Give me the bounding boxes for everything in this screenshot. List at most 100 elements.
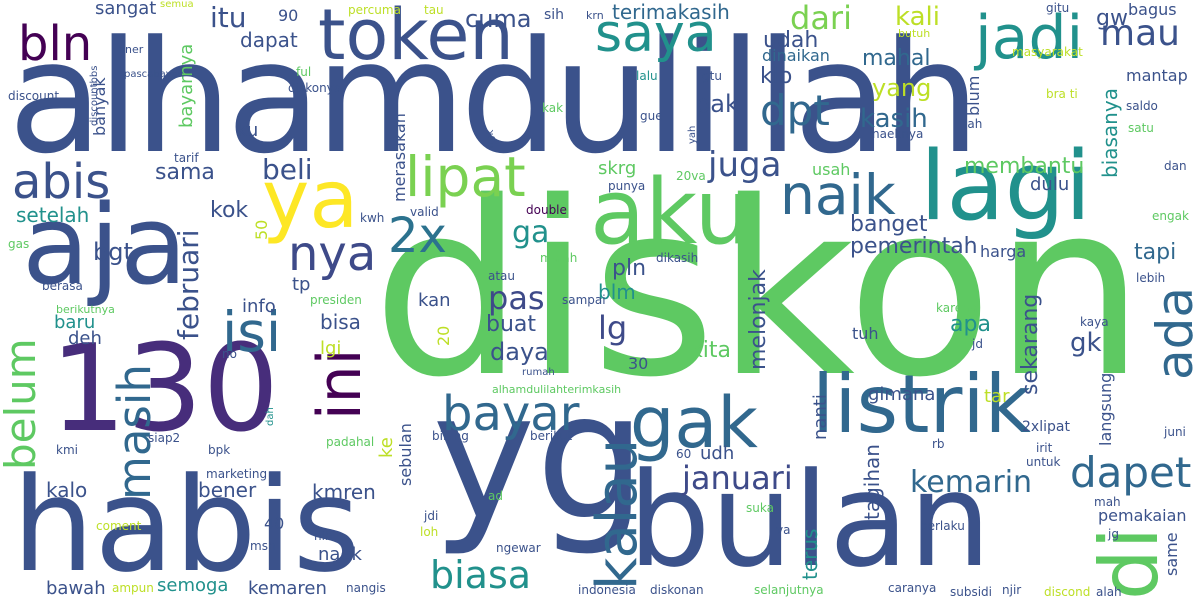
- word-presiden: presiden: [310, 293, 362, 307]
- word-juni: juni: [1164, 425, 1186, 439]
- word-semoga: semoga: [157, 575, 229, 596]
- word-selanjutnya: selanjutnya: [754, 583, 824, 597]
- word-kwh: kwh: [360, 211, 385, 225]
- word-mau: mau: [1100, 13, 1180, 54]
- word-setelah: setelah: [16, 203, 90, 227]
- word-merasakan: merasakan: [390, 113, 409, 202]
- word-juga: juga: [708, 145, 782, 185]
- word-sebulan: sebulan: [396, 423, 415, 486]
- word-habis: habis: [12, 449, 361, 600]
- word-melonjak: melonjak: [746, 269, 771, 370]
- word-bagus: bagus: [1128, 0, 1177, 19]
- word-suka: suka: [746, 501, 774, 515]
- word-malah: malah: [540, 251, 578, 265]
- word-skrg: skrg: [598, 158, 637, 179]
- word-kmren: kmren: [312, 480, 376, 504]
- word-tau: tau: [424, 3, 444, 17]
- word-padahal: padahal: [326, 435, 375, 449]
- word-gas: gas: [8, 237, 30, 251]
- word-naek: naek: [318, 544, 362, 565]
- word-pemakaian: pemakaian: [1098, 506, 1187, 525]
- word-yang: yang: [872, 74, 932, 102]
- word-sekarang: sekarang: [1018, 293, 1043, 395]
- word-semua: semua: [160, 0, 194, 10]
- word-bawah: bawah: [46, 578, 106, 599]
- word-rb: rb: [932, 437, 945, 451]
- word-double: double: [526, 203, 567, 217]
- word-pascabayar: pascabayar: [124, 69, 182, 80]
- word-90: 90: [278, 6, 299, 25]
- word-biasanya: biasanya: [1098, 88, 1122, 178]
- word-ya: ya: [262, 153, 359, 246]
- word-ke: ke: [376, 437, 397, 458]
- word-januari: januari: [682, 459, 793, 497]
- word-dpt: dpt: [760, 86, 830, 135]
- word-20: 20: [434, 325, 453, 346]
- word-ad: ad: [488, 489, 503, 503]
- word-60: 60: [676, 447, 692, 461]
- word-kalau: kalau: [585, 438, 650, 590]
- word-cuma: cuma: [465, 5, 532, 33]
- word-msh: msh: [250, 539, 276, 553]
- word-masyarakat: masyarakat: [1012, 45, 1083, 59]
- word-pemerintah: pemerintah: [850, 234, 978, 259]
- word-beli: beli: [262, 153, 313, 186]
- word-gtu: gtu: [702, 69, 722, 83]
- word-mahal: mahal: [862, 46, 931, 71]
- word-kita: kita: [690, 338, 731, 363]
- word-irit: irit: [1036, 441, 1053, 455]
- word-saldo: saldo: [1126, 99, 1158, 113]
- word-langsung: langsung: [1096, 372, 1115, 446]
- word-50: 50: [252, 219, 271, 240]
- word-tarif: tarif: [174, 151, 199, 165]
- word-gw: gw: [1096, 6, 1128, 31]
- word-130: 130: [50, 320, 280, 459]
- word-2xlipat: 2xlipat: [1022, 419, 1070, 435]
- word-blm: blm: [598, 280, 636, 304]
- word-nanti: nanti: [810, 394, 831, 440]
- word-deh: deh: [68, 328, 102, 349]
- word-loh: loh: [420, 525, 439, 539]
- word-gk: gk: [1070, 328, 1102, 358]
- word-kaya: kaya: [1080, 315, 1109, 329]
- word-ini: ini: [305, 348, 375, 420]
- word-gue: gue: [640, 109, 663, 123]
- word-lipat: lipat: [405, 145, 526, 209]
- word-listrik: listrik: [812, 358, 1031, 451]
- word-indonesia: indonesia: [578, 583, 636, 597]
- word-percuma: percuma: [348, 3, 401, 17]
- word-kasih: kasih: [860, 104, 928, 134]
- word-karena: karena: [936, 301, 978, 315]
- word-gimana: gimana: [868, 384, 936, 405]
- word-apa: apa: [950, 312, 991, 337]
- word-tuh: tuh: [852, 324, 879, 343]
- word-nya: nya: [288, 226, 377, 282]
- word-jdi: jdi: [424, 509, 439, 523]
- word-jg: jg: [1108, 527, 1119, 541]
- word-sangat: sangat: [95, 0, 157, 19]
- word-caranya: caranya: [888, 581, 937, 595]
- word-tapi: tapi: [1134, 240, 1177, 265]
- word-alhamdulillah: alhamdulillah: [8, 7, 980, 188]
- word-diskonan: diskonan: [650, 583, 704, 597]
- word-mantap: mantap: [1126, 66, 1188, 85]
- word-udah: udah: [763, 28, 819, 53]
- word-discount: discount: [8, 89, 60, 103]
- word-krn: krn: [586, 9, 604, 22]
- word-bayar: bayar: [442, 386, 580, 442]
- word-berlaku: berlaku: [920, 519, 965, 533]
- word-token: token: [318, 0, 514, 76]
- word-diskonya: diskonya: [288, 81, 342, 95]
- word-va: va: [776, 523, 791, 537]
- word-abis: abis: [12, 154, 111, 210]
- word-yah: yah: [687, 125, 698, 144]
- word-dari: dari: [790, 0, 852, 37]
- word-dan: dan: [1164, 159, 1187, 173]
- word-tagihan: tagihan: [860, 444, 884, 520]
- word-coment: coment: [96, 519, 142, 533]
- word-tp: tp: [292, 274, 311, 295]
- word-gak: gak: [630, 382, 758, 464]
- word-bilang: bilang: [432, 429, 469, 443]
- word-2x: 2x: [388, 208, 447, 264]
- word-bra-ti: bra ti: [1046, 87, 1078, 101]
